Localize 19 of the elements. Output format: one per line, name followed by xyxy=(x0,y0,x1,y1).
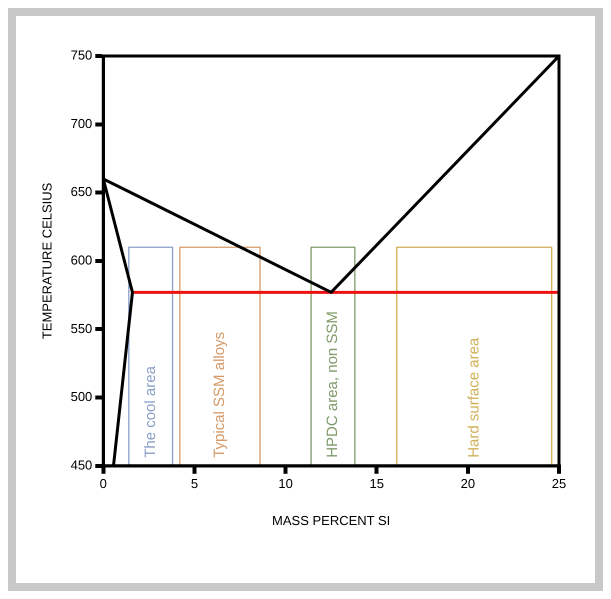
y-axis-title: TEMPERATURE CELSIUS xyxy=(39,182,54,340)
text: The cool area xyxy=(142,365,159,458)
text: HPDC area, non SSM xyxy=(324,311,342,458)
y-tick-label: 550 xyxy=(70,320,92,336)
y-tick-label: 450 xyxy=(70,457,92,472)
x-tick-label: 5 xyxy=(190,476,198,492)
text: Hard surface area xyxy=(465,337,482,458)
y-tick-label: 500 xyxy=(70,389,92,404)
y-tick-label: 600 xyxy=(70,252,92,268)
x-axis-title: MASS PERCENT SI xyxy=(272,512,390,528)
y-tick-label: 700 xyxy=(70,116,92,131)
x-tick-label: 0 xyxy=(100,476,107,492)
x-tick-label: 20 xyxy=(460,476,476,492)
y-tick-label: 650 xyxy=(70,184,92,200)
y-tick-label: 750 xyxy=(70,48,92,63)
x-tick-label: 10 xyxy=(278,476,293,492)
text: Typical SSM alloys xyxy=(211,332,228,458)
x-tick-label: 15 xyxy=(369,476,384,492)
x-tick-label: 25 xyxy=(552,476,566,492)
